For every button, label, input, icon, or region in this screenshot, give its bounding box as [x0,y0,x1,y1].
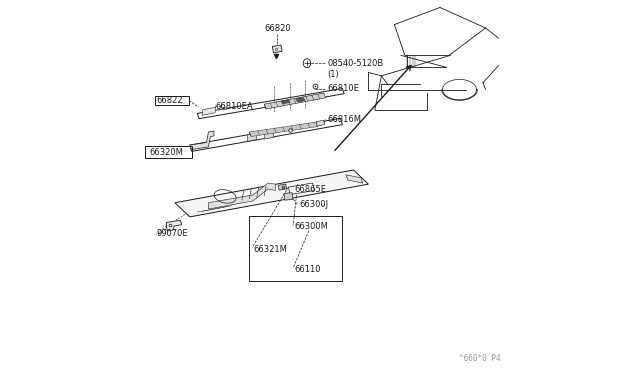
Polygon shape [190,131,214,150]
Text: 66110: 66110 [294,265,321,274]
Text: 66816M: 66816M [328,115,362,124]
Polygon shape [281,100,291,104]
Polygon shape [296,97,305,102]
Polygon shape [273,45,282,53]
Polygon shape [190,118,342,151]
Polygon shape [242,105,245,106]
Polygon shape [175,170,369,217]
Text: 66300J: 66300J [300,200,329,209]
Text: 66810E: 66810E [328,84,359,93]
Polygon shape [202,107,216,115]
Polygon shape [264,93,326,109]
Polygon shape [289,183,314,195]
Polygon shape [278,184,287,190]
Text: 66320M: 66320M [149,148,183,157]
Text: 66820: 66820 [264,25,291,33]
Polygon shape [248,133,257,141]
Text: 66865E: 66865E [294,185,326,194]
Polygon shape [197,89,344,119]
Text: 08540-5120B: 08540-5120B [328,59,384,68]
Text: 66822: 66822 [156,96,183,105]
Polygon shape [166,220,182,231]
Polygon shape [284,193,293,200]
Polygon shape [232,106,236,108]
Polygon shape [250,122,318,137]
Polygon shape [209,183,275,209]
Polygon shape [346,175,363,183]
Text: 66321M: 66321M [253,245,287,254]
Text: 66300M: 66300M [294,222,328,231]
Text: 99070E: 99070E [156,229,188,238]
Polygon shape [264,131,273,139]
Polygon shape [316,120,324,126]
Text: ^660*0 P4: ^660*0 P4 [459,354,500,363]
Text: (1): (1) [328,70,339,79]
Polygon shape [223,108,227,110]
Text: 66810EA: 66810EA [216,102,253,110]
